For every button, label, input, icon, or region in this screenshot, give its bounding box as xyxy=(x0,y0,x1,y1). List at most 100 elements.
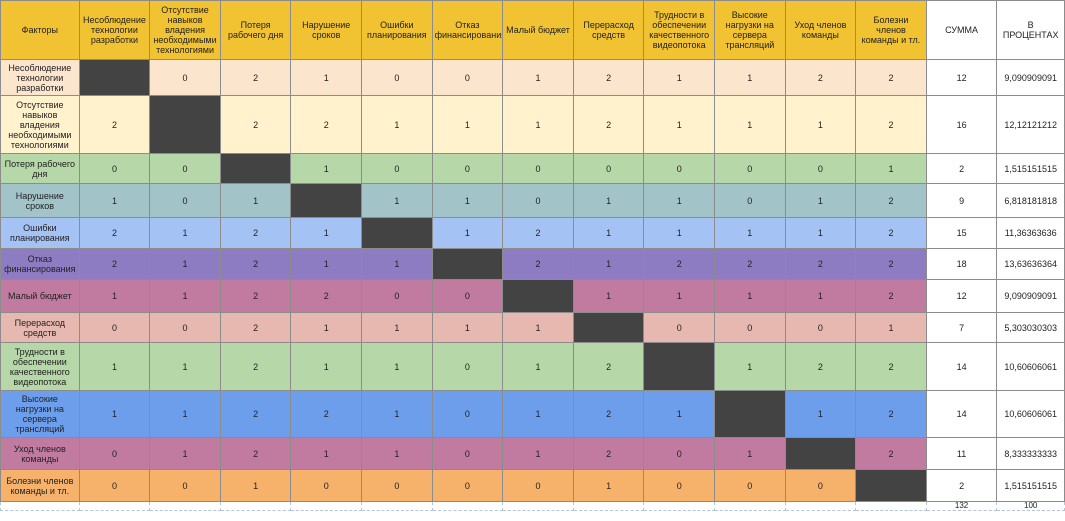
row-label[interactable]: Отказ финансирования xyxy=(0,248,80,280)
value-cell[interactable]: 2 xyxy=(643,248,715,280)
value-cell[interactable]: 0 xyxy=(149,59,221,96)
diagonal-cell[interactable] xyxy=(784,437,857,470)
row-label[interactable]: Отсутствие навыков владения необходимыми… xyxy=(0,95,80,154)
value-cell[interactable]: 1 xyxy=(149,437,221,470)
empty-cell[interactable] xyxy=(78,501,151,511)
sum-cell[interactable]: 9 xyxy=(925,183,998,218)
value-cell[interactable]: 2 xyxy=(572,59,645,96)
empty-cell[interactable] xyxy=(219,501,292,511)
value-cell[interactable]: 1 xyxy=(643,390,715,438)
value-cell[interactable]: 1 xyxy=(219,183,292,218)
sum-cell[interactable]: 14 xyxy=(925,390,998,438)
value-cell[interactable]: 1 xyxy=(361,437,433,470)
value-cell[interactable]: 1 xyxy=(714,217,786,249)
total-percent-cell[interactable]: 100 xyxy=(996,501,1065,511)
value-cell[interactable]: 0 xyxy=(784,312,857,343)
value-cell[interactable]: 1 xyxy=(219,469,292,502)
diagonal-cell[interactable] xyxy=(714,390,786,438)
value-cell[interactable]: 1 xyxy=(361,248,433,280)
value-cell[interactable]: 0 xyxy=(431,59,504,96)
empty-cell[interactable] xyxy=(714,501,786,511)
column-header[interactable]: Перерасход средств xyxy=(572,0,645,60)
empty-cell[interactable] xyxy=(0,501,80,511)
diagonal-cell[interactable] xyxy=(290,183,363,218)
value-cell[interactable]: 0 xyxy=(290,469,363,502)
row-label[interactable]: Высокие нагрузки на сервера трансляций xyxy=(0,390,80,438)
sum-cell[interactable]: 2 xyxy=(925,153,998,184)
value-cell[interactable]: 1 xyxy=(78,183,151,218)
diagonal-cell[interactable] xyxy=(78,59,151,96)
value-cell[interactable]: 1 xyxy=(714,95,786,154)
value-cell[interactable]: 2 xyxy=(290,390,363,438)
percent-cell[interactable]: 9,090909091 xyxy=(996,59,1065,96)
percent-cell[interactable]: 12,12121212 xyxy=(996,95,1065,154)
column-header[interactable]: Болезни членов команды и тл. xyxy=(855,0,927,60)
value-cell[interactable]: 2 xyxy=(855,59,927,96)
value-cell[interactable]: 2 xyxy=(855,390,927,438)
value-cell[interactable]: 0 xyxy=(502,183,574,218)
value-cell[interactable]: 2 xyxy=(714,248,786,280)
value-cell[interactable]: 1 xyxy=(431,312,504,343)
percent-cell[interactable]: 5,303030303 xyxy=(996,312,1065,343)
value-cell[interactable]: 1 xyxy=(290,153,363,184)
row-label[interactable]: Уход членов команды xyxy=(0,437,80,470)
value-cell[interactable]: 1 xyxy=(784,217,857,249)
value-cell[interactable]: 2 xyxy=(219,437,292,470)
value-cell[interactable]: 1 xyxy=(361,390,433,438)
value-cell[interactable]: 1 xyxy=(149,217,221,249)
percent-cell[interactable]: 10,60606061 xyxy=(996,390,1065,438)
empty-cell[interactable] xyxy=(290,501,363,511)
value-cell[interactable]: 2 xyxy=(502,217,574,249)
value-cell[interactable]: 2 xyxy=(78,95,151,154)
column-header[interactable]: Ошибки планирования xyxy=(361,0,433,60)
value-cell[interactable]: 2 xyxy=(219,217,292,249)
value-cell[interactable]: 2 xyxy=(290,95,363,154)
value-cell[interactable]: 2 xyxy=(572,437,645,470)
empty-cell[interactable] xyxy=(502,501,574,511)
sum-cell[interactable]: 12 xyxy=(925,59,998,96)
sum-cell[interactable]: 2 xyxy=(925,469,998,502)
value-cell[interactable]: 0 xyxy=(714,469,786,502)
value-cell[interactable]: 2 xyxy=(219,390,292,438)
value-cell[interactable]: 1 xyxy=(290,217,363,249)
value-cell[interactable]: 1 xyxy=(290,312,363,343)
value-cell[interactable]: 0 xyxy=(78,312,151,343)
diagonal-cell[interactable] xyxy=(502,279,574,313)
row-label[interactable]: Потеря рабочего дня xyxy=(0,153,80,184)
value-cell[interactable]: 1 xyxy=(78,279,151,313)
row-label[interactable]: Несоблюдение технологии разработки xyxy=(0,59,80,96)
percent-cell[interactable]: 6,818181818 xyxy=(996,183,1065,218)
value-cell[interactable]: 1 xyxy=(149,342,221,391)
value-cell[interactable]: 2 xyxy=(855,95,927,154)
value-cell[interactable]: 0 xyxy=(361,59,433,96)
value-cell[interactable]: 0 xyxy=(361,153,433,184)
value-cell[interactable]: 0 xyxy=(431,279,504,313)
value-cell[interactable]: 1 xyxy=(431,183,504,218)
value-cell[interactable]: 0 xyxy=(361,279,433,313)
value-cell[interactable]: 2 xyxy=(219,279,292,313)
value-cell[interactable]: 0 xyxy=(78,437,151,470)
value-cell[interactable]: 1 xyxy=(361,95,433,154)
percent-cell[interactable]: 10,60606061 xyxy=(996,342,1065,391)
value-cell[interactable]: 0 xyxy=(431,437,504,470)
value-cell[interactable]: 0 xyxy=(431,342,504,391)
value-cell[interactable]: 1 xyxy=(572,183,645,218)
value-cell[interactable]: 1 xyxy=(431,217,504,249)
value-cell[interactable]: 2 xyxy=(572,390,645,438)
header-percent[interactable]: В ПРОЦЕНТАХ xyxy=(996,0,1065,60)
value-cell[interactable]: 0 xyxy=(643,153,715,184)
value-cell[interactable]: 2 xyxy=(855,183,927,218)
value-cell[interactable]: 1 xyxy=(643,183,715,218)
value-cell[interactable]: 0 xyxy=(149,312,221,343)
value-cell[interactable]: 0 xyxy=(502,469,574,502)
value-cell[interactable]: 2 xyxy=(78,217,151,249)
value-cell[interactable]: 2 xyxy=(219,59,292,96)
value-cell[interactable]: 1 xyxy=(643,279,715,313)
value-cell[interactable]: 0 xyxy=(431,469,504,502)
value-cell[interactable]: 0 xyxy=(361,469,433,502)
sum-cell[interactable]: 15 xyxy=(925,217,998,249)
sum-cell[interactable]: 11 xyxy=(925,437,998,470)
total-sum-cell[interactable]: 132 xyxy=(925,501,998,511)
value-cell[interactable]: 2 xyxy=(855,279,927,313)
value-cell[interactable]: 1 xyxy=(784,183,857,218)
